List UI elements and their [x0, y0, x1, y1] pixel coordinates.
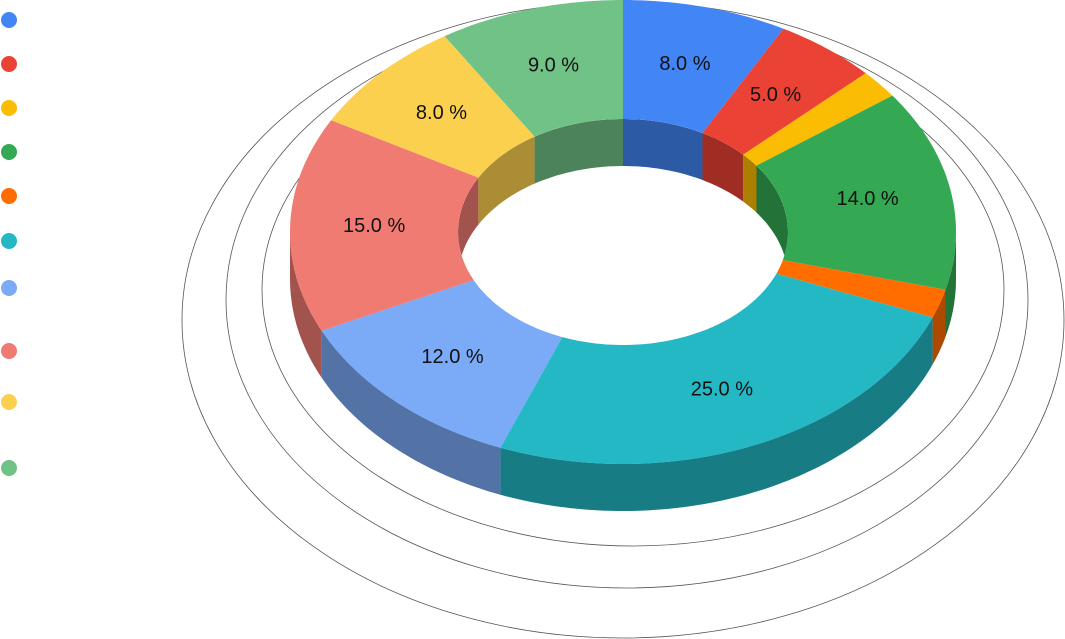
- inner-walls: [458, 119, 788, 279]
- slices: [290, 0, 956, 464]
- slice-side: [321, 330, 501, 495]
- legend-marker: [1, 460, 17, 476]
- data-label: 14.0 %: [836, 188, 898, 210]
- data-label: 25.0 %: [691, 379, 753, 401]
- inner-side-shade: [458, 177, 479, 279]
- legend-marker: [1, 343, 17, 359]
- slice-side-shade: [945, 232, 956, 337]
- slice: [500, 273, 933, 464]
- slice: [702, 28, 866, 155]
- inner-side: [458, 177, 479, 279]
- inner-side-shade: [534, 119, 623, 184]
- inner-side: [743, 154, 757, 213]
- inner-side: [623, 119, 703, 180]
- legend-marker: [1, 12, 17, 28]
- data-label: 12.0 %: [421, 346, 483, 368]
- legend-marker: [1, 188, 17, 204]
- legend-marker: [1, 56, 17, 72]
- inner-side: [702, 133, 744, 202]
- inner-side-shade: [702, 133, 744, 202]
- slice: [290, 120, 479, 331]
- inner-side: [756, 165, 788, 279]
- inner-side: [478, 136, 535, 225]
- labels: 8.0 % 5.0 % 14.0 % 25.0 % 12.0 % 15.0 % 8.0 % 9…: [343, 53, 899, 400]
- slice: [321, 280, 563, 448]
- walls: [290, 232, 956, 511]
- slice-side: [290, 232, 322, 378]
- data-label: 5.0 %: [750, 84, 801, 106]
- data-label: 15.0 %: [343, 215, 405, 237]
- legend-marker: [1, 233, 17, 249]
- slice: [776, 260, 946, 318]
- slice: [331, 36, 535, 178]
- slice-side-shade: [290, 232, 322, 378]
- slice: [756, 95, 956, 290]
- slice: [444, 0, 623, 137]
- data-label: 8.0 %: [659, 53, 710, 75]
- data-label: 9.0 %: [528, 55, 579, 77]
- legend: [1, 12, 17, 476]
- legend-marker: [1, 100, 17, 116]
- inner-side-shade: [743, 154, 757, 213]
- slice-side-shade: [932, 289, 946, 365]
- slice-side: [932, 289, 946, 365]
- slice-side: [500, 317, 933, 511]
- legend-marker: [1, 280, 17, 296]
- inner-side-shade: [478, 136, 535, 225]
- data-label: 8.0 %: [416, 102, 467, 124]
- slice-side: [945, 232, 956, 337]
- slice: [743, 73, 893, 166]
- slice-side-shade: [321, 330, 501, 495]
- slice-side-shade: [500, 317, 933, 511]
- inner-side-shade: [756, 165, 788, 279]
- inner-side-shade: [623, 119, 703, 180]
- slice: [623, 0, 784, 133]
- legend-marker: [1, 144, 17, 160]
- inner-side: [534, 119, 623, 184]
- legend-marker: [1, 394, 17, 410]
